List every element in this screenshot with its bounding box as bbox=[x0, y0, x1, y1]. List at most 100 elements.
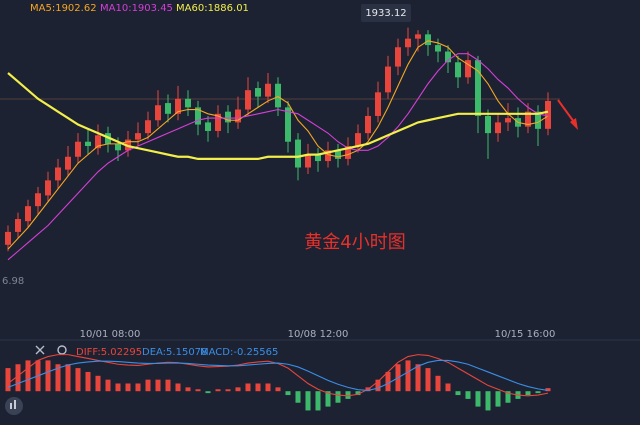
macd-bar bbox=[15, 364, 21, 392]
macd-bar bbox=[55, 364, 61, 392]
candle-body bbox=[85, 141, 91, 147]
legend-entry: MA10:1903.45 bbox=[100, 3, 173, 14]
macd-bar bbox=[205, 391, 211, 394]
macd-bar bbox=[535, 391, 541, 394]
candle-body bbox=[225, 111, 231, 123]
macd-bar bbox=[485, 391, 491, 411]
candle-body bbox=[35, 193, 41, 207]
candle-body bbox=[505, 118, 511, 123]
ma-line bbox=[7, 40, 549, 250]
macd-bar bbox=[5, 368, 11, 392]
macd-header: MACD:-0.25565 bbox=[200, 347, 278, 358]
x-tick-label: 10/08 12:00 bbox=[288, 329, 349, 340]
candle-body bbox=[75, 141, 81, 157]
candle-body bbox=[155, 105, 161, 121]
macd-bar bbox=[135, 383, 141, 392]
high-label: 1933.12 bbox=[365, 8, 406, 19]
macd-bar bbox=[475, 391, 481, 407]
candle-body bbox=[545, 100, 551, 129]
logo-icon bbox=[5, 397, 23, 415]
macd-bar bbox=[275, 387, 281, 392]
candle-body bbox=[275, 83, 281, 108]
macd-bar bbox=[325, 391, 331, 407]
candle-body bbox=[295, 139, 301, 168]
macd-bar bbox=[525, 391, 531, 396]
arrow-head bbox=[570, 118, 578, 130]
macd-bar bbox=[495, 391, 501, 407]
macd-bar bbox=[105, 379, 111, 392]
candle-body bbox=[185, 98, 191, 108]
macd-bar bbox=[45, 360, 51, 392]
macd-bar bbox=[165, 379, 171, 392]
candle-body bbox=[475, 60, 481, 116]
candle-body bbox=[45, 180, 51, 196]
candle-body bbox=[255, 88, 261, 97]
macd-bar bbox=[335, 391, 341, 403]
candle-body bbox=[175, 98, 181, 114]
candle-body bbox=[55, 167, 61, 181]
candle-body bbox=[95, 135, 101, 149]
candle-body bbox=[355, 133, 361, 147]
candle-body bbox=[315, 154, 321, 162]
candle-body bbox=[375, 92, 381, 116]
candle-body bbox=[205, 122, 211, 131]
candle-body bbox=[195, 107, 201, 125]
macd-bar bbox=[215, 389, 221, 392]
ma-line bbox=[7, 53, 549, 261]
candle-body bbox=[115, 143, 121, 151]
macd-bar bbox=[145, 379, 151, 392]
candle-body bbox=[325, 150, 331, 162]
candle-body bbox=[385, 66, 391, 93]
candle-body bbox=[535, 111, 541, 129]
macd-bar bbox=[155, 379, 161, 392]
macd-header: DEA:5.15078 bbox=[142, 347, 207, 358]
macd-bar bbox=[255, 383, 261, 392]
candle-body bbox=[65, 156, 71, 170]
macd-bar bbox=[65, 364, 71, 392]
macd-bar bbox=[345, 391, 351, 399]
macd-bar bbox=[545, 388, 551, 392]
x-tick-label: 10/15 16:00 bbox=[495, 329, 556, 340]
candle-body bbox=[145, 120, 151, 134]
macd-bar bbox=[95, 375, 101, 392]
candle-body bbox=[25, 206, 31, 222]
axis-label: 6.98 bbox=[2, 276, 24, 287]
macd-bar bbox=[125, 383, 131, 392]
macd-bar bbox=[385, 371, 391, 392]
macd-bar bbox=[75, 368, 81, 392]
candle-body bbox=[365, 115, 371, 134]
macd-bar bbox=[225, 389, 231, 392]
settings-icon[interactable] bbox=[57, 345, 67, 355]
ma-line bbox=[7, 72, 549, 161]
candle-body bbox=[5, 231, 11, 245]
close-icon[interactable] bbox=[35, 345, 45, 355]
macd-bar bbox=[425, 368, 431, 392]
arrow bbox=[557, 99, 575, 123]
candle-body bbox=[455, 62, 461, 78]
annotation: 黄金4小时图 bbox=[304, 232, 405, 253]
candle-body bbox=[425, 34, 431, 46]
macd-bar bbox=[445, 383, 451, 392]
macd-bar bbox=[465, 391, 471, 399]
candle-body bbox=[335, 150, 341, 159]
macd-bar bbox=[405, 360, 411, 392]
candle-body bbox=[305, 154, 311, 168]
macd-bar bbox=[25, 360, 31, 392]
candle-body bbox=[415, 34, 421, 39]
macd-bar bbox=[235, 387, 241, 392]
macd-line bbox=[7, 359, 549, 391]
candle-body bbox=[135, 133, 141, 140]
candle-body bbox=[405, 38, 411, 48]
candle-body bbox=[495, 122, 501, 134]
macd-bar bbox=[415, 364, 421, 392]
macd-bar bbox=[455, 391, 461, 396]
macd-bar bbox=[375, 379, 381, 392]
candle-body bbox=[465, 60, 471, 78]
macd-bar bbox=[175, 383, 181, 392]
macd-bar bbox=[115, 383, 121, 392]
macd-bar bbox=[315, 391, 321, 411]
candle-body bbox=[265, 83, 271, 97]
macd-bar bbox=[265, 383, 271, 392]
